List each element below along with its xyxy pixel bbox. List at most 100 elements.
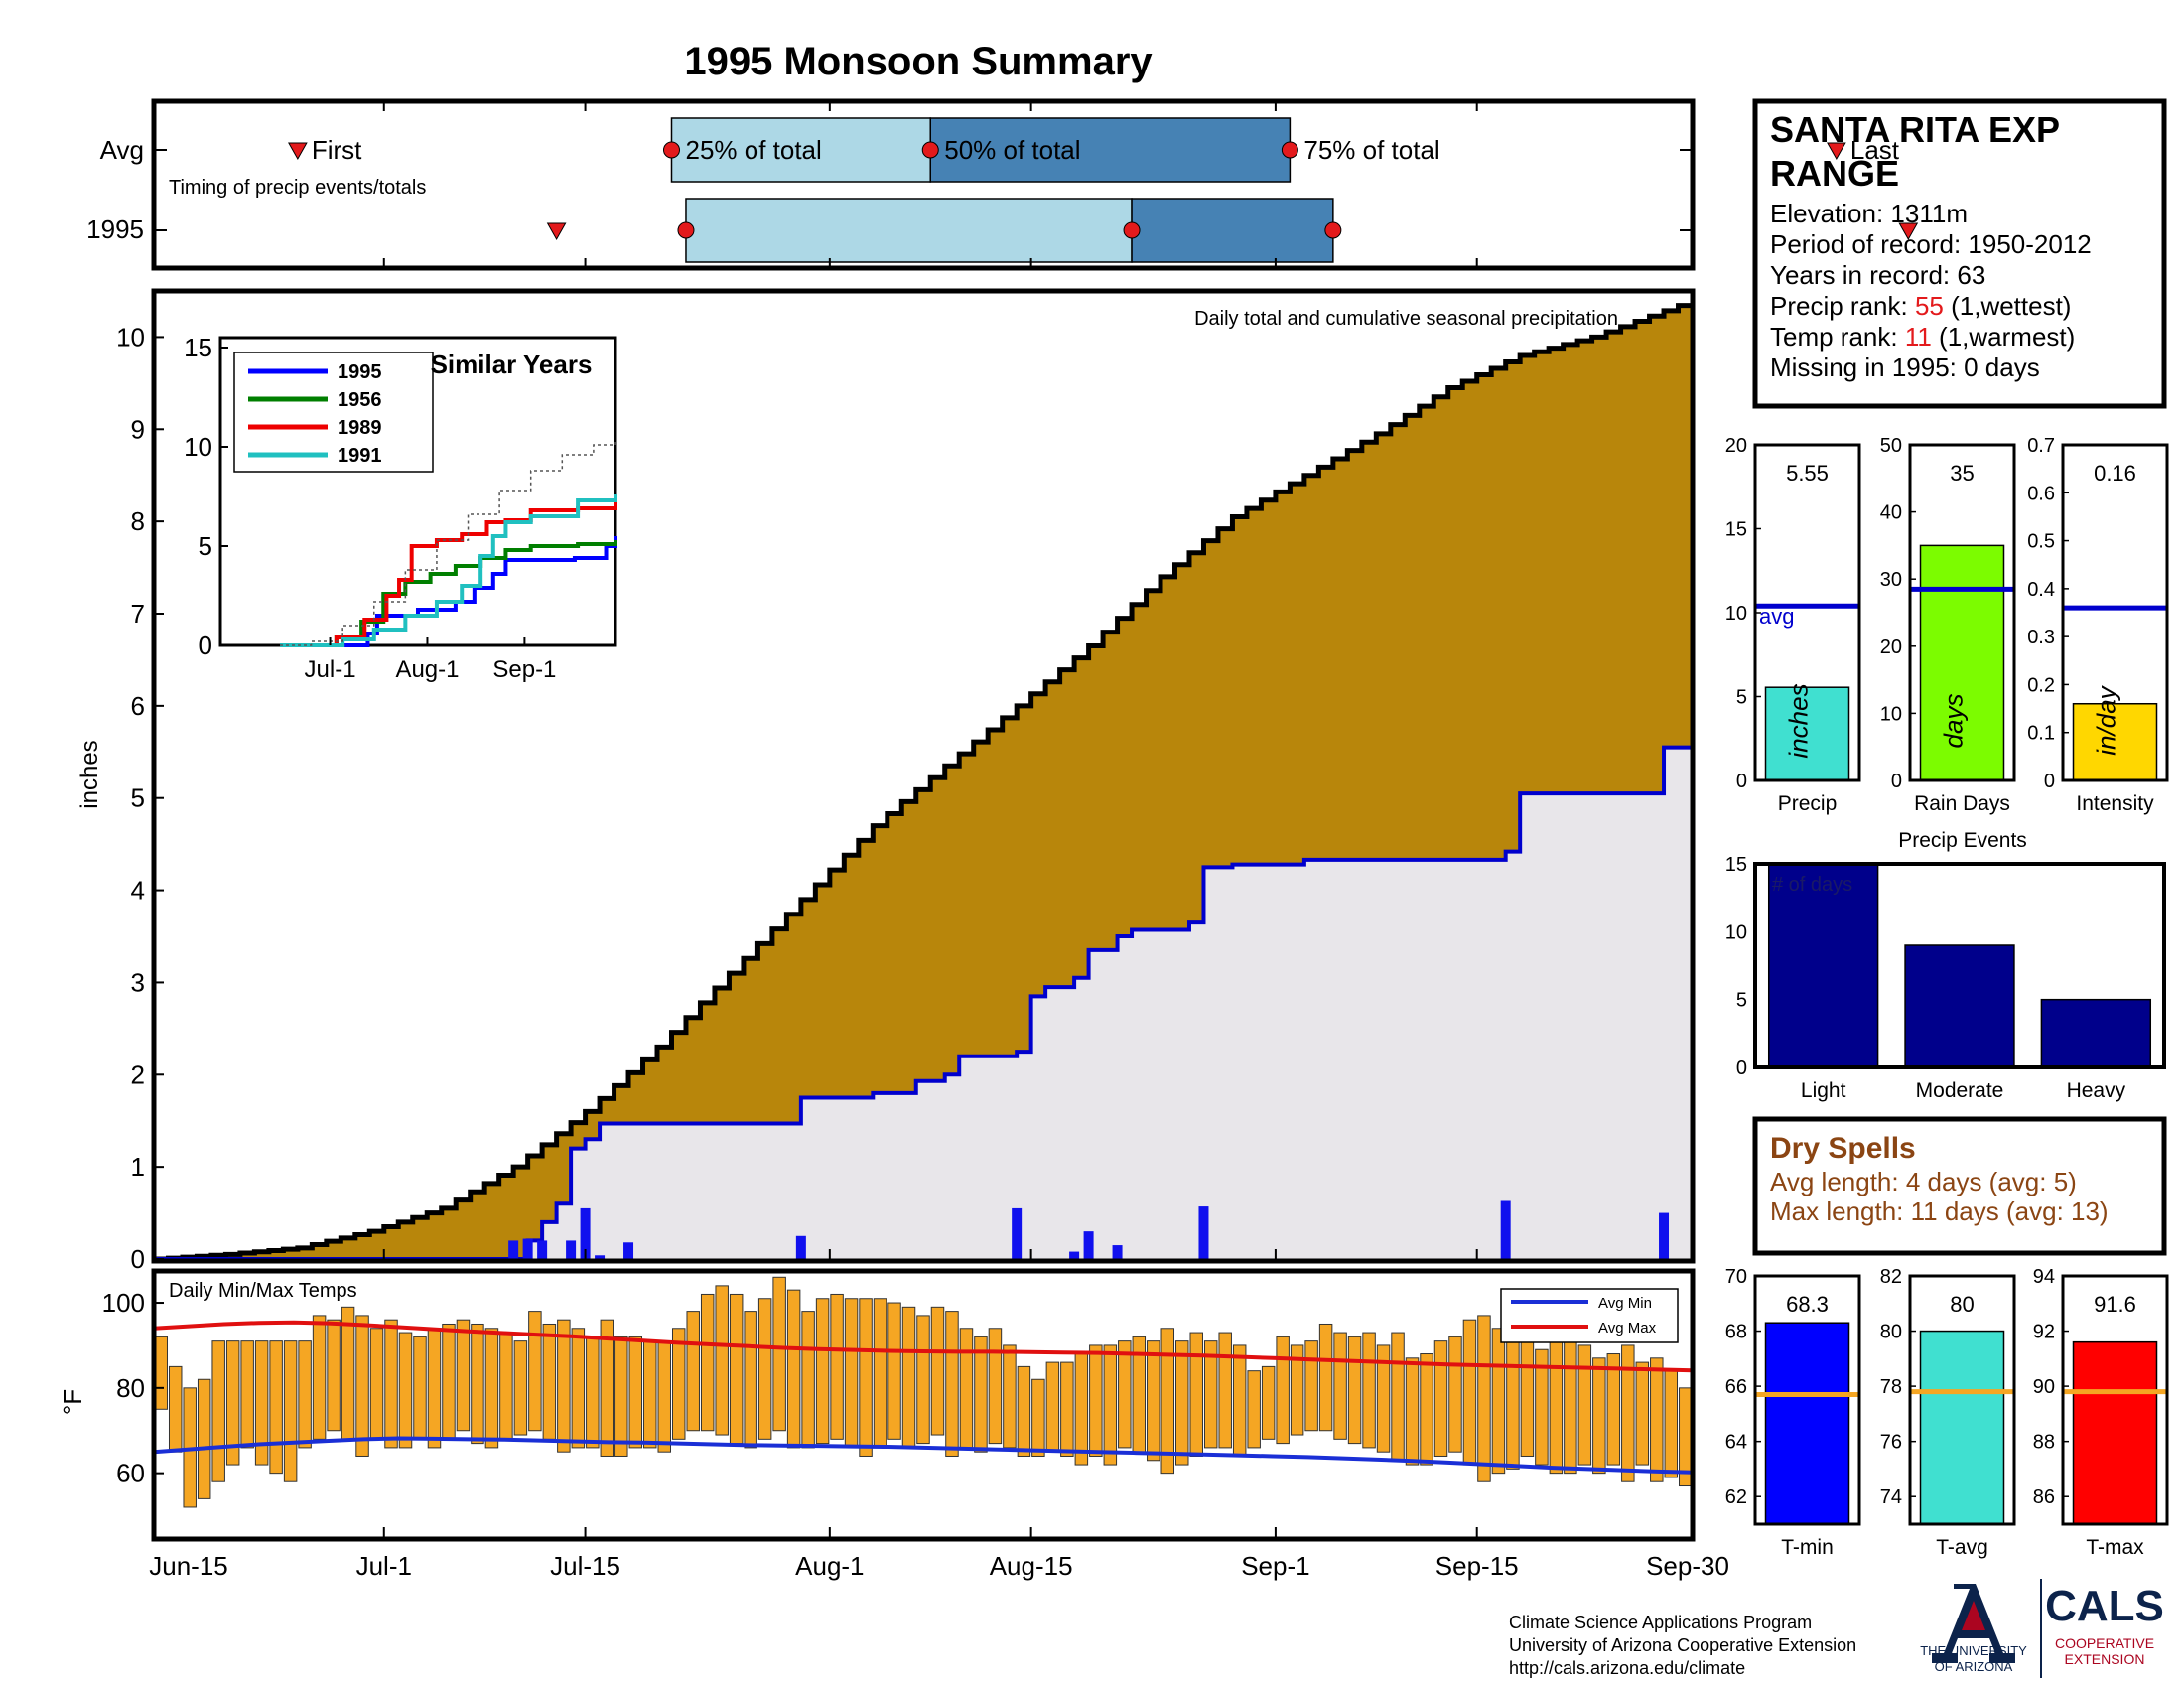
daily-temp-bar: [1592, 1357, 1606, 1475]
daily-temp-bar: [471, 1323, 484, 1445]
inset-legend-label: 1956: [338, 389, 382, 411]
daily-temp-bar: [499, 1332, 513, 1440]
date-x-tick-label: Aug-15: [990, 1551, 1073, 1581]
daily-temp-bar: [1362, 1332, 1376, 1449]
daily-precip-bar: [795, 1235, 806, 1259]
dry-title: Dry Spells: [1770, 1132, 1916, 1165]
daily-temp-bar: [786, 1289, 801, 1449]
ua-a-logo-inner: [1962, 1601, 1985, 1630]
inset-series-line: [280, 502, 617, 647]
summary-y-tick-label: 0: [2044, 771, 2055, 792]
summary-value-label: 5.55: [1786, 461, 1829, 486]
year-cumulative-line: [154, 745, 1693, 1261]
daily-temp-bar: [1003, 1344, 1017, 1449]
daily-temp-bar: [269, 1340, 283, 1475]
daily-temp-bar: [571, 1328, 586, 1449]
daily-temp-bar: [197, 1378, 211, 1499]
daily-temp-bar: [1405, 1357, 1420, 1466]
avg-min-line: [153, 1436, 1694, 1475]
daily-temp-bar: [542, 1323, 557, 1440]
temp-y-tick-label: 100: [102, 1288, 145, 1318]
daily-temp-bar: [1089, 1344, 1103, 1457]
daily-temp-bar: [988, 1328, 1003, 1445]
temp-ylabel: °F: [58, 1389, 87, 1415]
daily-temp-bar: [1189, 1332, 1203, 1457]
summary-bar: [1764, 686, 1850, 781]
inset-x-tick-label: Jul-1: [305, 656, 356, 683]
daily-temp-bar: [1160, 1328, 1175, 1475]
inset-y-tick-label: 0: [199, 631, 212, 660]
daily-temp-bar: [1621, 1344, 1635, 1482]
daily-temp-bar: [614, 1336, 628, 1457]
daily-temp-bar: [1420, 1353, 1433, 1466]
summary-y-tick-label: 10: [1725, 603, 1747, 625]
events-bar: [2040, 998, 2152, 1068]
main-y-tick-label: 4: [131, 876, 145, 906]
daily-temp-bar: [327, 1319, 341, 1432]
timing-frame: [151, 98, 1696, 271]
summary-y-tick-label: 80: [1880, 1322, 1902, 1343]
summary-panel-frame: [1753, 1274, 1861, 1526]
daily-temp-bar: [844, 1298, 859, 1449]
daily-temp-bar: [1606, 1353, 1621, 1466]
main-precip-chart: Daily total and cumulative seasonal prec…: [76, 288, 1696, 1274]
events-x-label: Heavy: [2067, 1079, 2126, 1102]
university-logo: THE UNIVERSITY OF ARIZONA: [1920, 1584, 2027, 1674]
temp-legend-min: Avg Min: [1598, 1295, 1652, 1312]
summary-bar-panels: 5.55 Precip inches avg 0 5 10 15 20 35 Rain Days da…: [1725, 435, 2169, 1559]
main-y-axis: 0 1 2 3 4 5 6 7 8 9 10: [116, 322, 164, 1274]
summary-x-label: Intensity: [2076, 792, 2154, 815]
temp-legend-box: [1500, 1288, 1679, 1343]
daily-temp-bar: [513, 1340, 528, 1436]
inset-lines: [280, 439, 617, 647]
events-x-label: Moderate: [1916, 1079, 2004, 1102]
daily-temp-bar: [1376, 1344, 1391, 1453]
station-frame: [1752, 98, 2167, 409]
summary-y-tick-label: 78: [1880, 1376, 1902, 1398]
daily-temp-chart: Daily Min/Max Temps °F 60 80 100 Avg Min A…: [58, 1268, 1696, 1542]
daily-temp-bar: [211, 1340, 225, 1482]
year-cumulative-area: [154, 747, 1693, 1259]
daily-temp-bar: [1045, 1361, 1060, 1453]
similar-years-inset: 0 5 10 15 Jul-1 Aug-1 Sep-1 1995 1956 1989 1991 S…: [184, 333, 617, 683]
station-missing: Missing in 1995: 0 days: [1770, 352, 2040, 382]
summary-y-tick-label: 74: [1880, 1486, 1902, 1508]
main-frame: [151, 288, 1696, 1264]
daily-temp-bar: [1060, 1361, 1074, 1457]
summary-y-tick-label: 92: [2033, 1322, 2055, 1343]
summary-y-tick-label: 70: [1725, 1266, 1747, 1288]
daily-temp-bar: [1232, 1344, 1247, 1457]
daily-temp-bar: [312, 1315, 327, 1440]
summary-y-tick-label: 10: [1880, 703, 1902, 725]
date-x-tick-label: Sep-15: [1435, 1551, 1519, 1581]
temp-y-tick-label: 80: [116, 1373, 145, 1403]
events-bar: [1904, 944, 2015, 1068]
precip-events-panel: Precip Events Light Moderate Heavy 0 5 10 15 #…: [1725, 829, 2166, 1102]
timing-note: Timing of precip events/totals: [169, 177, 426, 199]
inset-x-tick-label: Sep-1: [492, 656, 556, 683]
daily-temp-bar: [154, 1336, 168, 1410]
inset-series-line: [280, 439, 616, 646]
daily-temp-bar: [586, 1336, 600, 1449]
date-x-tick-label: Sep-1: [1241, 1551, 1309, 1581]
daily-precip-bar: [623, 1242, 634, 1259]
summary-y-tick-label: 64: [1725, 1432, 1747, 1454]
main-y-tick-label: 10: [116, 322, 145, 352]
date-x-tick-label: Jul-1: [356, 1551, 412, 1581]
daily-temp-bar: [442, 1323, 456, 1440]
timing-percentile-marker: [921, 141, 939, 159]
summary-bar: [2072, 1340, 2158, 1525]
cals-coop-line1: COOPERATIVE: [2055, 1635, 2154, 1651]
summary-value-label: 68.3: [1786, 1292, 1829, 1317]
daily-temp-bar: [916, 1315, 930, 1445]
daily-temp-bar: [1304, 1340, 1318, 1432]
daily-temp-bar: [528, 1311, 542, 1432]
main-y-tick-label: 0: [131, 1244, 145, 1274]
daily-temp-bar: [225, 1340, 240, 1466]
daily-temp-bar: [1347, 1336, 1362, 1445]
daily-temp-bar: [686, 1311, 700, 1432]
summary-y-tick-label: 50: [1880, 435, 1902, 457]
daily-temp-bar: [413, 1336, 427, 1440]
cals-logo-text: CALS: [2045, 1582, 2164, 1630]
